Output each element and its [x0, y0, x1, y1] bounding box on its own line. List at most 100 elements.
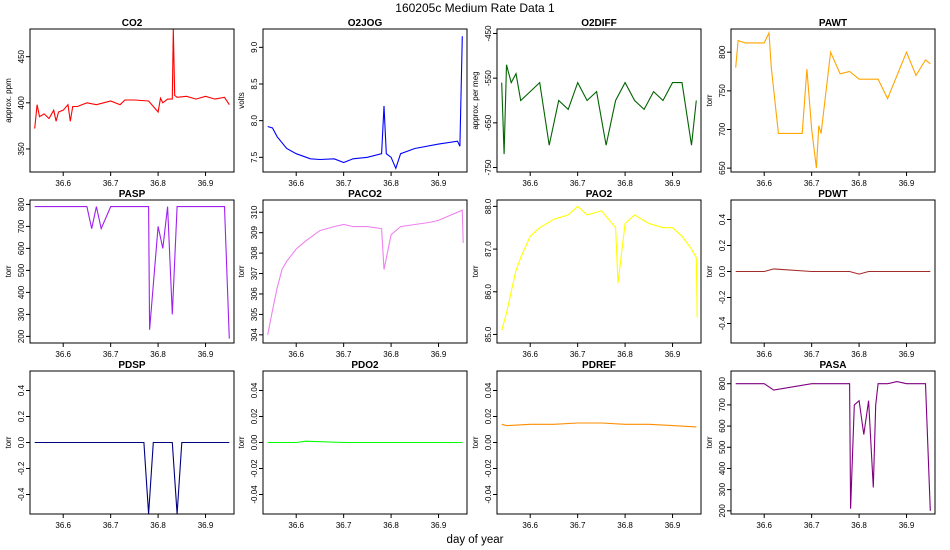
panel-pdsp: PDSP 36.6 36.7 36.8 36.9 -0.4 -0.2 0.0 0.2 0.4 tor…	[4, 360, 235, 530]
panel-title-pdo2: PDO2	[351, 360, 379, 371]
plot-frame-co2	[29, 28, 235, 173]
panels: CO2 36.6 36.7 36.8 36.9 350 400 450 approx. ppm O…	[4, 18, 936, 530]
y-tick-label-pdref: 0.00	[484, 434, 493, 450]
x-tick-label-o2jog: 36.9	[431, 179, 447, 188]
y-tick-label-pasa: 300	[718, 482, 727, 496]
x-tick-label-co2: 36.6	[55, 179, 71, 188]
y-tick-label-pasp: 700	[17, 219, 26, 233]
x-tick-label-pdsp: 36.8	[150, 521, 166, 530]
series-line-pao2	[501, 205, 698, 331]
x-tick-label-co2: 36.8	[150, 179, 166, 188]
series-line-pdo2	[267, 440, 463, 444]
x-tick-label-pasp: 36.6	[55, 350, 71, 359]
series-line-o2diff	[501, 64, 697, 155]
y-tick-label-pdsp: 0.2	[17, 410, 26, 422]
y-tick-label-pao2: 86.0	[484, 283, 493, 299]
y-axis-label-paco2: torr	[237, 265, 246, 277]
x-axis-title: day of year	[447, 534, 504, 546]
y-axis-label-o2diff: approx. per meg	[471, 71, 480, 129]
y-tick-label-pasp: 400	[17, 285, 26, 299]
series-line-paco2	[267, 209, 464, 335]
y-tick-label-pasp: 800	[17, 197, 26, 211]
y-tick-label-paco2: 309	[250, 225, 259, 239]
y-tick-label-o2diff: -750	[484, 159, 493, 176]
y-tick-label-pdref: 0.02	[484, 408, 493, 424]
y-axis-label-co2: approx. ppm	[4, 78, 13, 123]
y-tick-label-pdo2: -0.04	[250, 485, 259, 504]
series-line-o2jog	[267, 36, 463, 170]
x-tick-label-pawt: 36.9	[899, 179, 915, 188]
y-tick-label-o2jog: 8.5	[250, 78, 259, 90]
series-line-pasa	[735, 381, 931, 511]
y-tick-label-pdsp: 0.0	[17, 436, 26, 448]
x-tick-label-o2diff: 36.9	[665, 179, 681, 188]
y-tick-label-pawt: 700	[718, 122, 727, 136]
x-tick-label-pasa: 36.8	[851, 521, 867, 530]
x-tick-label-o2jog: 36.8	[383, 179, 399, 188]
y-tick-label-pdsp: -0.4	[17, 487, 26, 501]
panel-title-pao2: PAO2	[586, 189, 613, 200]
series-line-pdref	[501, 422, 697, 428]
panel-pawt: PAWT 36.6 36.7 36.8 36.9 650 700 750 800 torr	[705, 18, 936, 188]
plot-frame-o2jog	[262, 28, 468, 173]
x-tick-label-pdo2: 36.6	[288, 521, 304, 530]
x-tick-label-pawt: 36.7	[804, 179, 820, 188]
y-tick-label-pdwt: -0.2	[718, 290, 727, 304]
x-tick-label-pasp: 36.8	[150, 350, 166, 359]
panel-title-pdref: PDREF	[582, 360, 616, 371]
y-tick-label-pdsp: 0.4	[17, 384, 26, 396]
x-tick-label-pasp: 36.7	[103, 350, 119, 359]
panel-title-pasp: PASP	[119, 189, 146, 200]
plot-frame-pawt	[730, 28, 936, 173]
x-tick-label-pao2: 36.6	[522, 350, 538, 359]
y-tick-label-pdref: -0.02	[484, 459, 493, 478]
x-tick-label-pdsp: 36.6	[55, 521, 71, 530]
panel-title-paco2: PACO2	[348, 189, 382, 200]
x-tick-label-co2: 36.9	[198, 179, 214, 188]
plot-frame-pasa	[730, 370, 936, 515]
y-tick-label-pdwt: 0.2	[718, 239, 727, 251]
y-tick-label-co2: 400	[17, 96, 26, 110]
x-tick-label-paco2: 36.8	[383, 350, 399, 359]
x-tick-label-pdref: 36.9	[665, 521, 681, 530]
y-tick-label-pao2: 87.0	[484, 241, 493, 257]
x-tick-label-pasp: 36.9	[198, 350, 214, 359]
y-tick-label-paco2: 306	[250, 287, 259, 301]
series-line-pasp	[34, 206, 230, 339]
panel-title-pasa: PASA	[819, 360, 846, 371]
y-tick-label-o2jog: 9.0	[250, 41, 259, 53]
x-tick-label-pdwt: 36.6	[756, 350, 772, 359]
y-axis-label-o2jog: volts	[237, 92, 246, 108]
x-tick-label-pawt: 36.6	[756, 179, 772, 188]
x-tick-label-pdsp: 36.7	[103, 521, 119, 530]
x-tick-label-pdo2: 36.8	[383, 521, 399, 530]
y-tick-label-pasa: 700	[718, 398, 727, 412]
plot-frame-pdref	[496, 370, 702, 515]
y-tick-label-co2: 350	[17, 142, 26, 156]
x-tick-label-o2jog: 36.6	[288, 179, 304, 188]
y-axis-label-pdsp: torr	[4, 436, 13, 448]
x-tick-label-paco2: 36.7	[336, 350, 352, 359]
x-tick-label-co2: 36.7	[103, 179, 119, 188]
y-tick-label-o2diff: -550	[484, 70, 493, 87]
x-tick-label-pdref: 36.7	[570, 521, 586, 530]
panel-pasp: PASP 36.6 36.7 36.8 36.9 200 300 400 500 600 700 80…	[4, 189, 235, 359]
x-tick-label-pao2: 36.8	[617, 350, 633, 359]
y-tick-label-o2diff: -450	[484, 25, 493, 42]
y-tick-label-pdwt: -0.4	[718, 316, 727, 330]
y-axis-label-pasp: torr	[4, 265, 13, 277]
y-tick-label-paco2: 305	[250, 307, 259, 321]
y-tick-label-pao2: 88.0	[484, 198, 493, 214]
y-axis-label-pdo2: torr	[237, 436, 246, 448]
panel-paco2: PACO2 36.6 36.7 36.8 36.9 304 305 306 307 308 309 3…	[237, 189, 468, 359]
panel-co2: CO2 36.6 36.7 36.8 36.9 350 400 450 approx. ppm	[4, 18, 235, 188]
x-tick-label-paco2: 36.6	[288, 350, 304, 359]
panel-title-o2diff: O2DIFF	[581, 18, 617, 29]
series-line-pawt	[735, 30, 931, 169]
y-tick-label-o2jog: 8.0	[250, 115, 259, 127]
y-tick-label-pawt: 800	[718, 45, 727, 59]
y-tick-label-pao2: 85.0	[484, 326, 493, 342]
x-tick-label-pasa: 36.6	[756, 521, 772, 530]
series-line-pdsp	[34, 441, 230, 514]
